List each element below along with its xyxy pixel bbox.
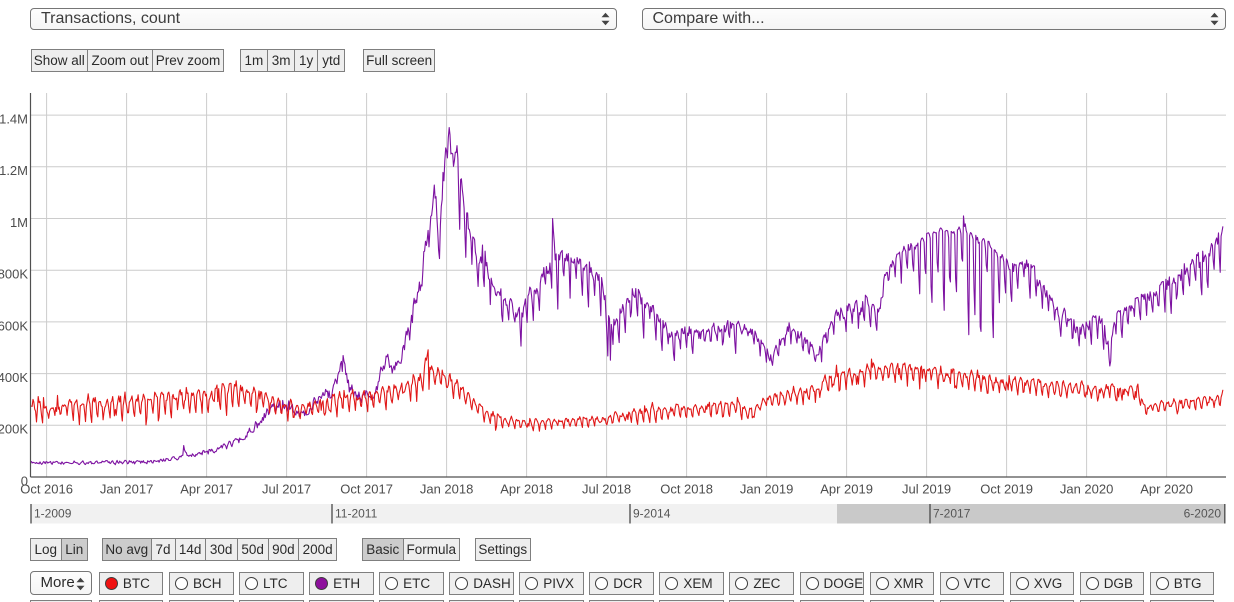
svg-text:Apr 2020: Apr 2020 [1140, 481, 1193, 496]
svg-text:Oct 2019: Oct 2019 [980, 481, 1033, 496]
svg-text:Apr 2019: Apr 2019 [820, 481, 873, 496]
svg-text:200K: 200K [0, 422, 28, 437]
svg-text:7-2017: 7-2017 [933, 507, 971, 521]
svg-text:Apr 2018: Apr 2018 [500, 481, 553, 496]
svg-text:Jan 2017: Jan 2017 [100, 481, 154, 496]
svg-text:600K: 600K [0, 318, 28, 333]
svg-text:9-2014: 9-2014 [633, 507, 671, 521]
svg-text:Oct 2018: Oct 2018 [660, 481, 713, 496]
svg-text:1.4M: 1.4M [0, 112, 28, 127]
svg-text:400K: 400K [0, 370, 28, 385]
svg-text:6-2020: 6-2020 [1184, 507, 1222, 521]
svg-text:1-2009: 1-2009 [34, 507, 72, 521]
svg-text:Jan 2020: Jan 2020 [1060, 481, 1114, 496]
svg-text:Jan 2018: Jan 2018 [420, 481, 474, 496]
svg-text:Jul 2019: Jul 2019 [902, 481, 951, 496]
svg-text:1M: 1M [10, 215, 28, 230]
svg-text:Oct 2017: Oct 2017 [340, 481, 393, 496]
svg-text:Jan 2019: Jan 2019 [740, 481, 794, 496]
svg-text:Apr 2017: Apr 2017 [180, 481, 233, 496]
svg-text:11-2011: 11-2011 [335, 507, 378, 521]
svg-text:0: 0 [21, 473, 28, 488]
svg-text:Jul 2017: Jul 2017 [262, 481, 311, 496]
svg-text:1.2M: 1.2M [0, 163, 28, 178]
svg-text:Oct 2016: Oct 2016 [20, 481, 73, 496]
svg-text:800K: 800K [0, 267, 28, 282]
svg-text:Jul 2018: Jul 2018 [582, 481, 631, 496]
